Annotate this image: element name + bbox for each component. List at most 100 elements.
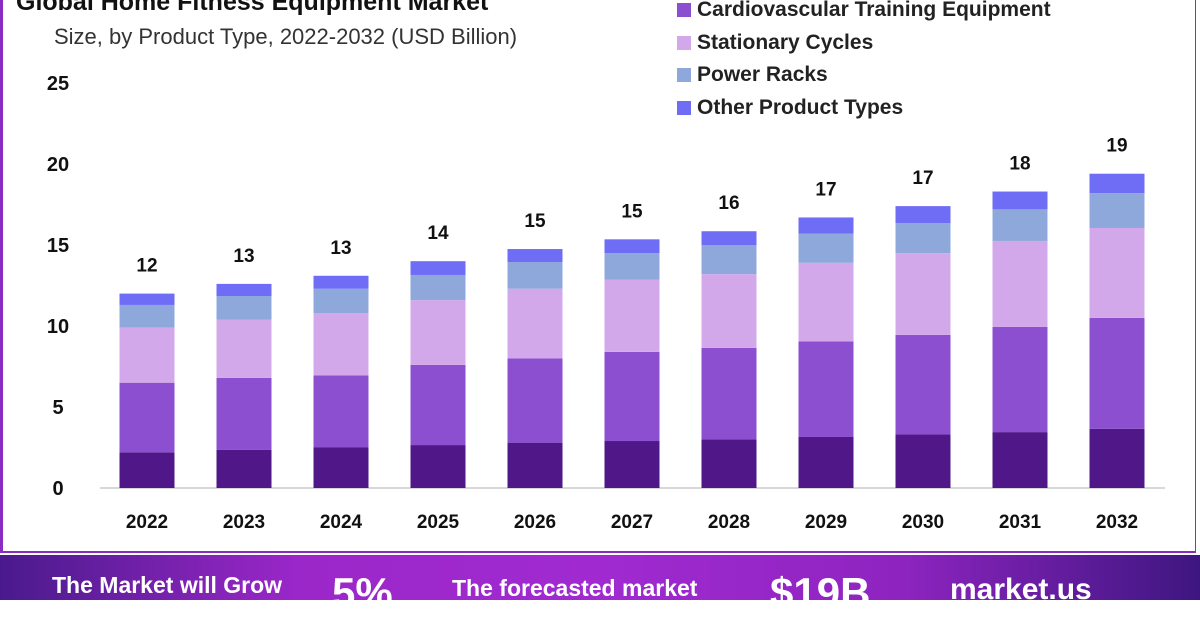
- bar-segment: [604, 351, 660, 442]
- legend-label: Other Product Types: [697, 95, 904, 119]
- legend-label: Cardiovascular Training Equipment: [697, 0, 1051, 22]
- x-tick-label: 2029: [805, 512, 847, 533]
- bar-segment: [313, 447, 369, 488]
- bar-segment: [701, 439, 757, 488]
- y-tick-label: 0: [52, 478, 63, 500]
- bar-segment: [992, 240, 1048, 327]
- bar-segment: [895, 434, 951, 488]
- bar-segment: [313, 275, 369, 289]
- y-tick-label: 10: [47, 316, 69, 338]
- footer-banner: The Market will Grow 5% The forecasted m…: [0, 555, 1200, 616]
- bar-segment: [701, 274, 757, 348]
- x-tick-label: 2022: [126, 512, 168, 533]
- total-label: 19: [1106, 136, 1127, 157]
- bar-segment: [1089, 173, 1145, 194]
- bar-segment: [701, 231, 757, 245]
- bar-segment: [410, 300, 466, 365]
- x-tick-label: 2030: [902, 512, 944, 533]
- bar-segment: [507, 249, 563, 263]
- bar-segment: [410, 364, 466, 446]
- legend-item: Cardiovascular Training Equipment: [677, 0, 1051, 27]
- y-tick-label: 15: [47, 235, 69, 257]
- bar-segment: [507, 288, 563, 359]
- chart-panel: [0, 0, 1196, 553]
- total-label: 15: [621, 201, 643, 222]
- total-label: 13: [330, 238, 351, 259]
- stacked-bar-chart: 0510152025122022132023132024142025152026…: [47, 73, 1165, 533]
- bar-segment: [313, 288, 369, 314]
- y-tick-label: 5: [52, 397, 63, 419]
- y-tick-label: 20: [47, 154, 69, 176]
- cagr-value: 5%: [332, 569, 393, 616]
- bar-segment: [216, 296, 272, 320]
- legend-swatch: [677, 3, 691, 18]
- bar-segment: [895, 253, 951, 335]
- bar-segment: [604, 279, 660, 352]
- bar-segment: [604, 441, 660, 488]
- chart-subtitle: Size, by Product Type, 2022-2032 (USD Bi…: [54, 24, 518, 49]
- bar-segment: [798, 341, 854, 437]
- total-label: 12: [136, 256, 157, 277]
- bar-segment: [1089, 428, 1145, 488]
- bar-segment: [798, 262, 854, 342]
- bar-segment: [895, 206, 951, 224]
- bar-segment: [313, 375, 369, 448]
- bar-segment: [604, 239, 660, 254]
- legend-label: Power Racks: [697, 63, 828, 87]
- bar-segment: [1089, 193, 1145, 228]
- legend-item: Stationary Cycles: [677, 27, 1051, 60]
- brand-logo: market.us: [950, 573, 1092, 606]
- grow-text: The Market will Grow: [52, 572, 283, 598]
- bar-segment: [604, 253, 660, 280]
- legend-item: Other Product Types: [677, 92, 1051, 125]
- x-tick-label: 2027: [611, 512, 653, 533]
- bar-segment: [313, 313, 369, 376]
- bar-segment: [798, 436, 854, 488]
- x-tick-label: 2024: [320, 512, 363, 533]
- forecast-value: $19B: [770, 569, 871, 616]
- total-label: 17: [815, 179, 836, 200]
- total-label: 18: [1009, 154, 1030, 175]
- bar-segment: [119, 452, 175, 488]
- bar-segment: [119, 382, 175, 453]
- bar-segment: [798, 217, 854, 234]
- total-label: 15: [524, 211, 546, 232]
- total-label: 14: [427, 223, 449, 244]
- bar-segment: [119, 304, 175, 328]
- bar-segment: [410, 445, 466, 488]
- bar-segment: [507, 358, 563, 443]
- total-label: 17: [912, 168, 933, 189]
- legend-swatch: [677, 35, 691, 50]
- legend-label: Stationary Cycles: [697, 30, 874, 54]
- bar-segment: [992, 432, 1048, 488]
- bar-segment: [507, 442, 563, 488]
- bar-segment: [701, 245, 757, 275]
- bar-segment: [410, 261, 466, 275]
- bar-segment: [895, 334, 951, 435]
- bar-segment: [216, 283, 272, 297]
- bar-segment: [1089, 317, 1145, 429]
- total-label: 16: [718, 193, 739, 214]
- bar-segment: [119, 293, 175, 305]
- total-label: 13: [233, 246, 254, 267]
- bar-segment: [1089, 227, 1145, 318]
- bar-segment: [216, 319, 272, 378]
- bar-segment: [119, 327, 175, 383]
- bar-segment: [895, 223, 951, 254]
- legend-item: Power Racks: [677, 59, 1051, 92]
- bar-segment: [701, 347, 757, 440]
- legend-swatch: [677, 68, 691, 83]
- bar-segment: [992, 209, 1048, 241]
- x-tick-label: 2032: [1096, 512, 1138, 533]
- bar-segment: [798, 233, 854, 263]
- bar-segment: [992, 191, 1048, 210]
- forecast-text: The forecasted market: [452, 575, 698, 601]
- legend: Cardiovascular Training Equipment Statio…: [677, 0, 1051, 124]
- bar-segment: [507, 262, 563, 289]
- x-tick-label: 2023: [223, 512, 265, 533]
- bar-segment: [410, 274, 466, 301]
- chart-title: Global Home Fitness Equipment Market: [16, 0, 489, 16]
- y-tick-label: 25: [47, 73, 69, 95]
- bar-segment: [992, 326, 1048, 433]
- x-tick-label: 2026: [514, 512, 556, 533]
